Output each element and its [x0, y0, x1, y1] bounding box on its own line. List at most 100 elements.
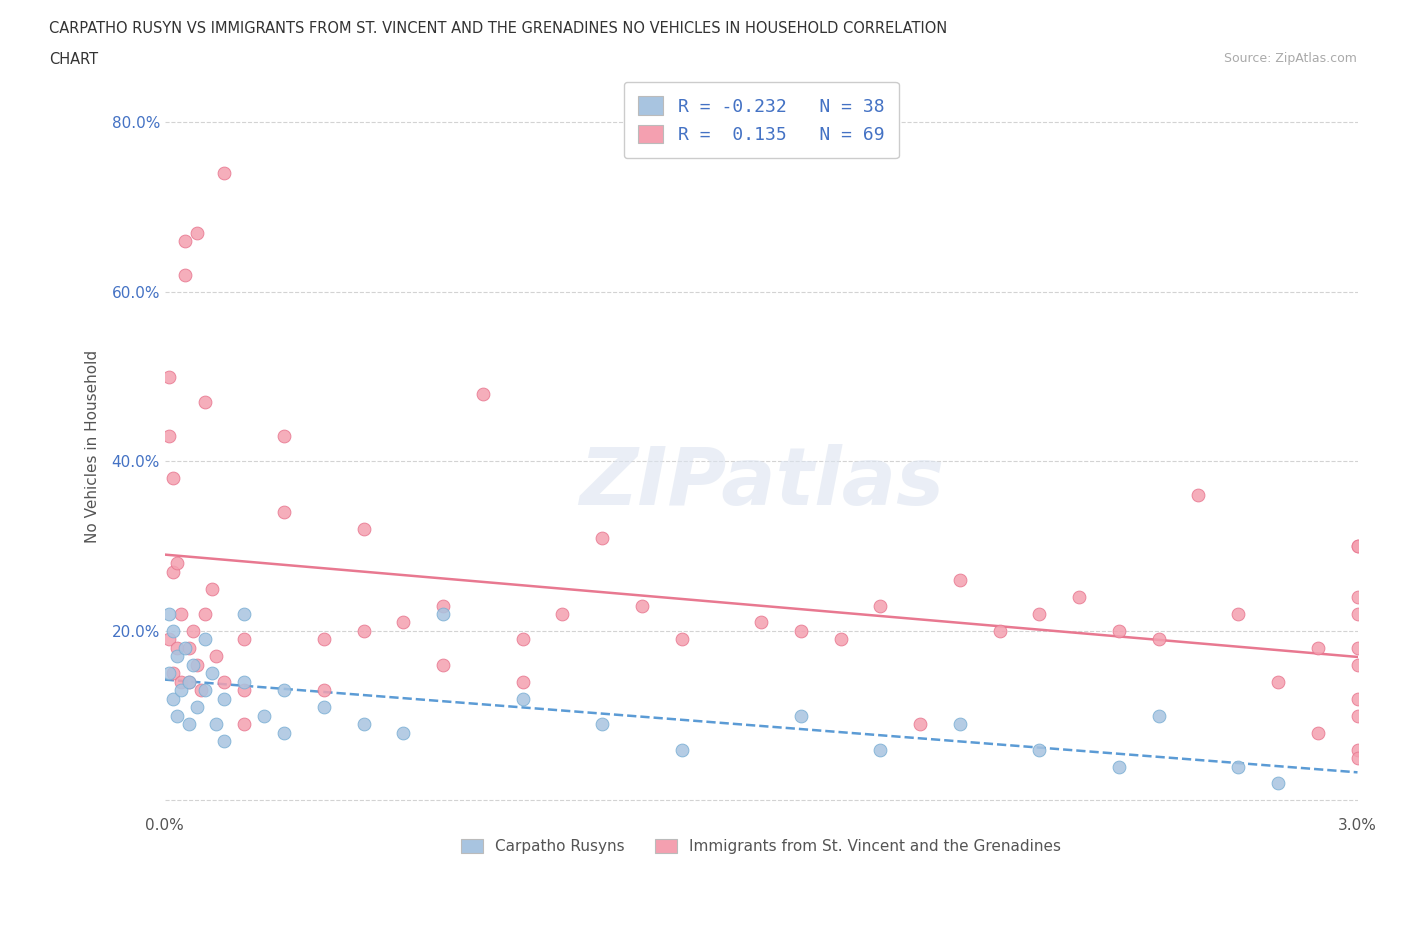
Point	[1347, 538, 1369, 553]
Point	[353, 623, 375, 638]
Point	[1108, 623, 1130, 638]
Point	[1347, 538, 1369, 553]
Point	[193, 606, 215, 621]
Text: ZIPatlas: ZIPatlas	[579, 445, 943, 523]
Text: CHART: CHART	[49, 52, 98, 67]
Point	[432, 598, 454, 613]
Point	[190, 683, 212, 698]
Point	[193, 683, 215, 698]
Point	[949, 717, 972, 732]
Point	[157, 606, 180, 621]
Point	[162, 623, 184, 638]
Point	[214, 691, 236, 706]
Point	[170, 606, 193, 621]
Point	[353, 717, 375, 732]
Point	[273, 683, 295, 698]
Point	[869, 742, 891, 757]
Point	[1227, 606, 1250, 621]
Legend: Carpatho Rusyns, Immigrants from St. Vincent and the Grenadines: Carpatho Rusyns, Immigrants from St. Vin…	[456, 833, 1067, 860]
Point	[432, 606, 454, 621]
Point	[233, 632, 256, 647]
Point	[205, 649, 228, 664]
Point	[591, 530, 613, 545]
Point	[170, 683, 193, 698]
Point	[1306, 641, 1329, 656]
Point	[1347, 751, 1369, 765]
Point	[177, 717, 200, 732]
Point	[214, 166, 236, 180]
Point	[157, 632, 180, 647]
Point	[177, 674, 200, 689]
Point	[186, 699, 208, 714]
Point	[177, 641, 200, 656]
Point	[181, 623, 204, 638]
Point	[193, 632, 215, 647]
Point	[631, 598, 654, 613]
Point	[1347, 658, 1369, 672]
Point	[186, 658, 208, 672]
Point	[173, 268, 195, 283]
Point	[988, 623, 1011, 638]
Point	[166, 556, 188, 571]
Point	[1347, 742, 1369, 757]
Point	[312, 699, 335, 714]
Point	[392, 725, 415, 740]
Point	[162, 691, 184, 706]
Point	[157, 666, 180, 681]
Point	[312, 683, 335, 698]
Point	[253, 709, 276, 724]
Point	[1347, 606, 1369, 621]
Point	[1069, 590, 1091, 604]
Point	[233, 717, 256, 732]
Point	[173, 233, 195, 248]
Point	[166, 649, 188, 664]
Point	[512, 632, 534, 647]
Point	[591, 717, 613, 732]
Point	[157, 369, 180, 384]
Point	[671, 742, 693, 757]
Text: CARPATHO RUSYN VS IMMIGRANTS FROM ST. VINCENT AND THE GRENADINES NO VEHICLES IN : CARPATHO RUSYN VS IMMIGRANTS FROM ST. VI…	[49, 21, 948, 36]
Text: Source: ZipAtlas.com: Source: ZipAtlas.com	[1223, 52, 1357, 65]
Point	[512, 674, 534, 689]
Point	[193, 394, 215, 409]
Point	[869, 598, 891, 613]
Point	[1267, 674, 1289, 689]
Point	[205, 717, 228, 732]
Point	[830, 632, 852, 647]
Y-axis label: No Vehicles in Household: No Vehicles in Household	[86, 350, 100, 543]
Point	[949, 573, 972, 588]
Point	[1347, 641, 1369, 656]
Point	[214, 674, 236, 689]
Point	[273, 429, 295, 444]
Point	[170, 674, 193, 689]
Point	[353, 522, 375, 537]
Point	[1347, 709, 1369, 724]
Point	[162, 666, 184, 681]
Point	[177, 674, 200, 689]
Point	[1347, 691, 1369, 706]
Point	[1147, 632, 1170, 647]
Point	[166, 709, 188, 724]
Point	[749, 615, 772, 630]
Point	[162, 565, 184, 579]
Point	[551, 606, 574, 621]
Point	[233, 606, 256, 621]
Point	[1147, 709, 1170, 724]
Point	[233, 683, 256, 698]
Point	[233, 674, 256, 689]
Point	[214, 734, 236, 749]
Point	[790, 623, 813, 638]
Point	[512, 691, 534, 706]
Point	[186, 225, 208, 240]
Point	[432, 658, 454, 672]
Point	[173, 641, 195, 656]
Point	[162, 471, 184, 485]
Point	[273, 725, 295, 740]
Point	[1267, 776, 1289, 790]
Point	[201, 581, 224, 596]
Point	[1028, 606, 1050, 621]
Point	[166, 641, 188, 656]
Point	[312, 632, 335, 647]
Point	[908, 717, 931, 732]
Point	[1347, 590, 1369, 604]
